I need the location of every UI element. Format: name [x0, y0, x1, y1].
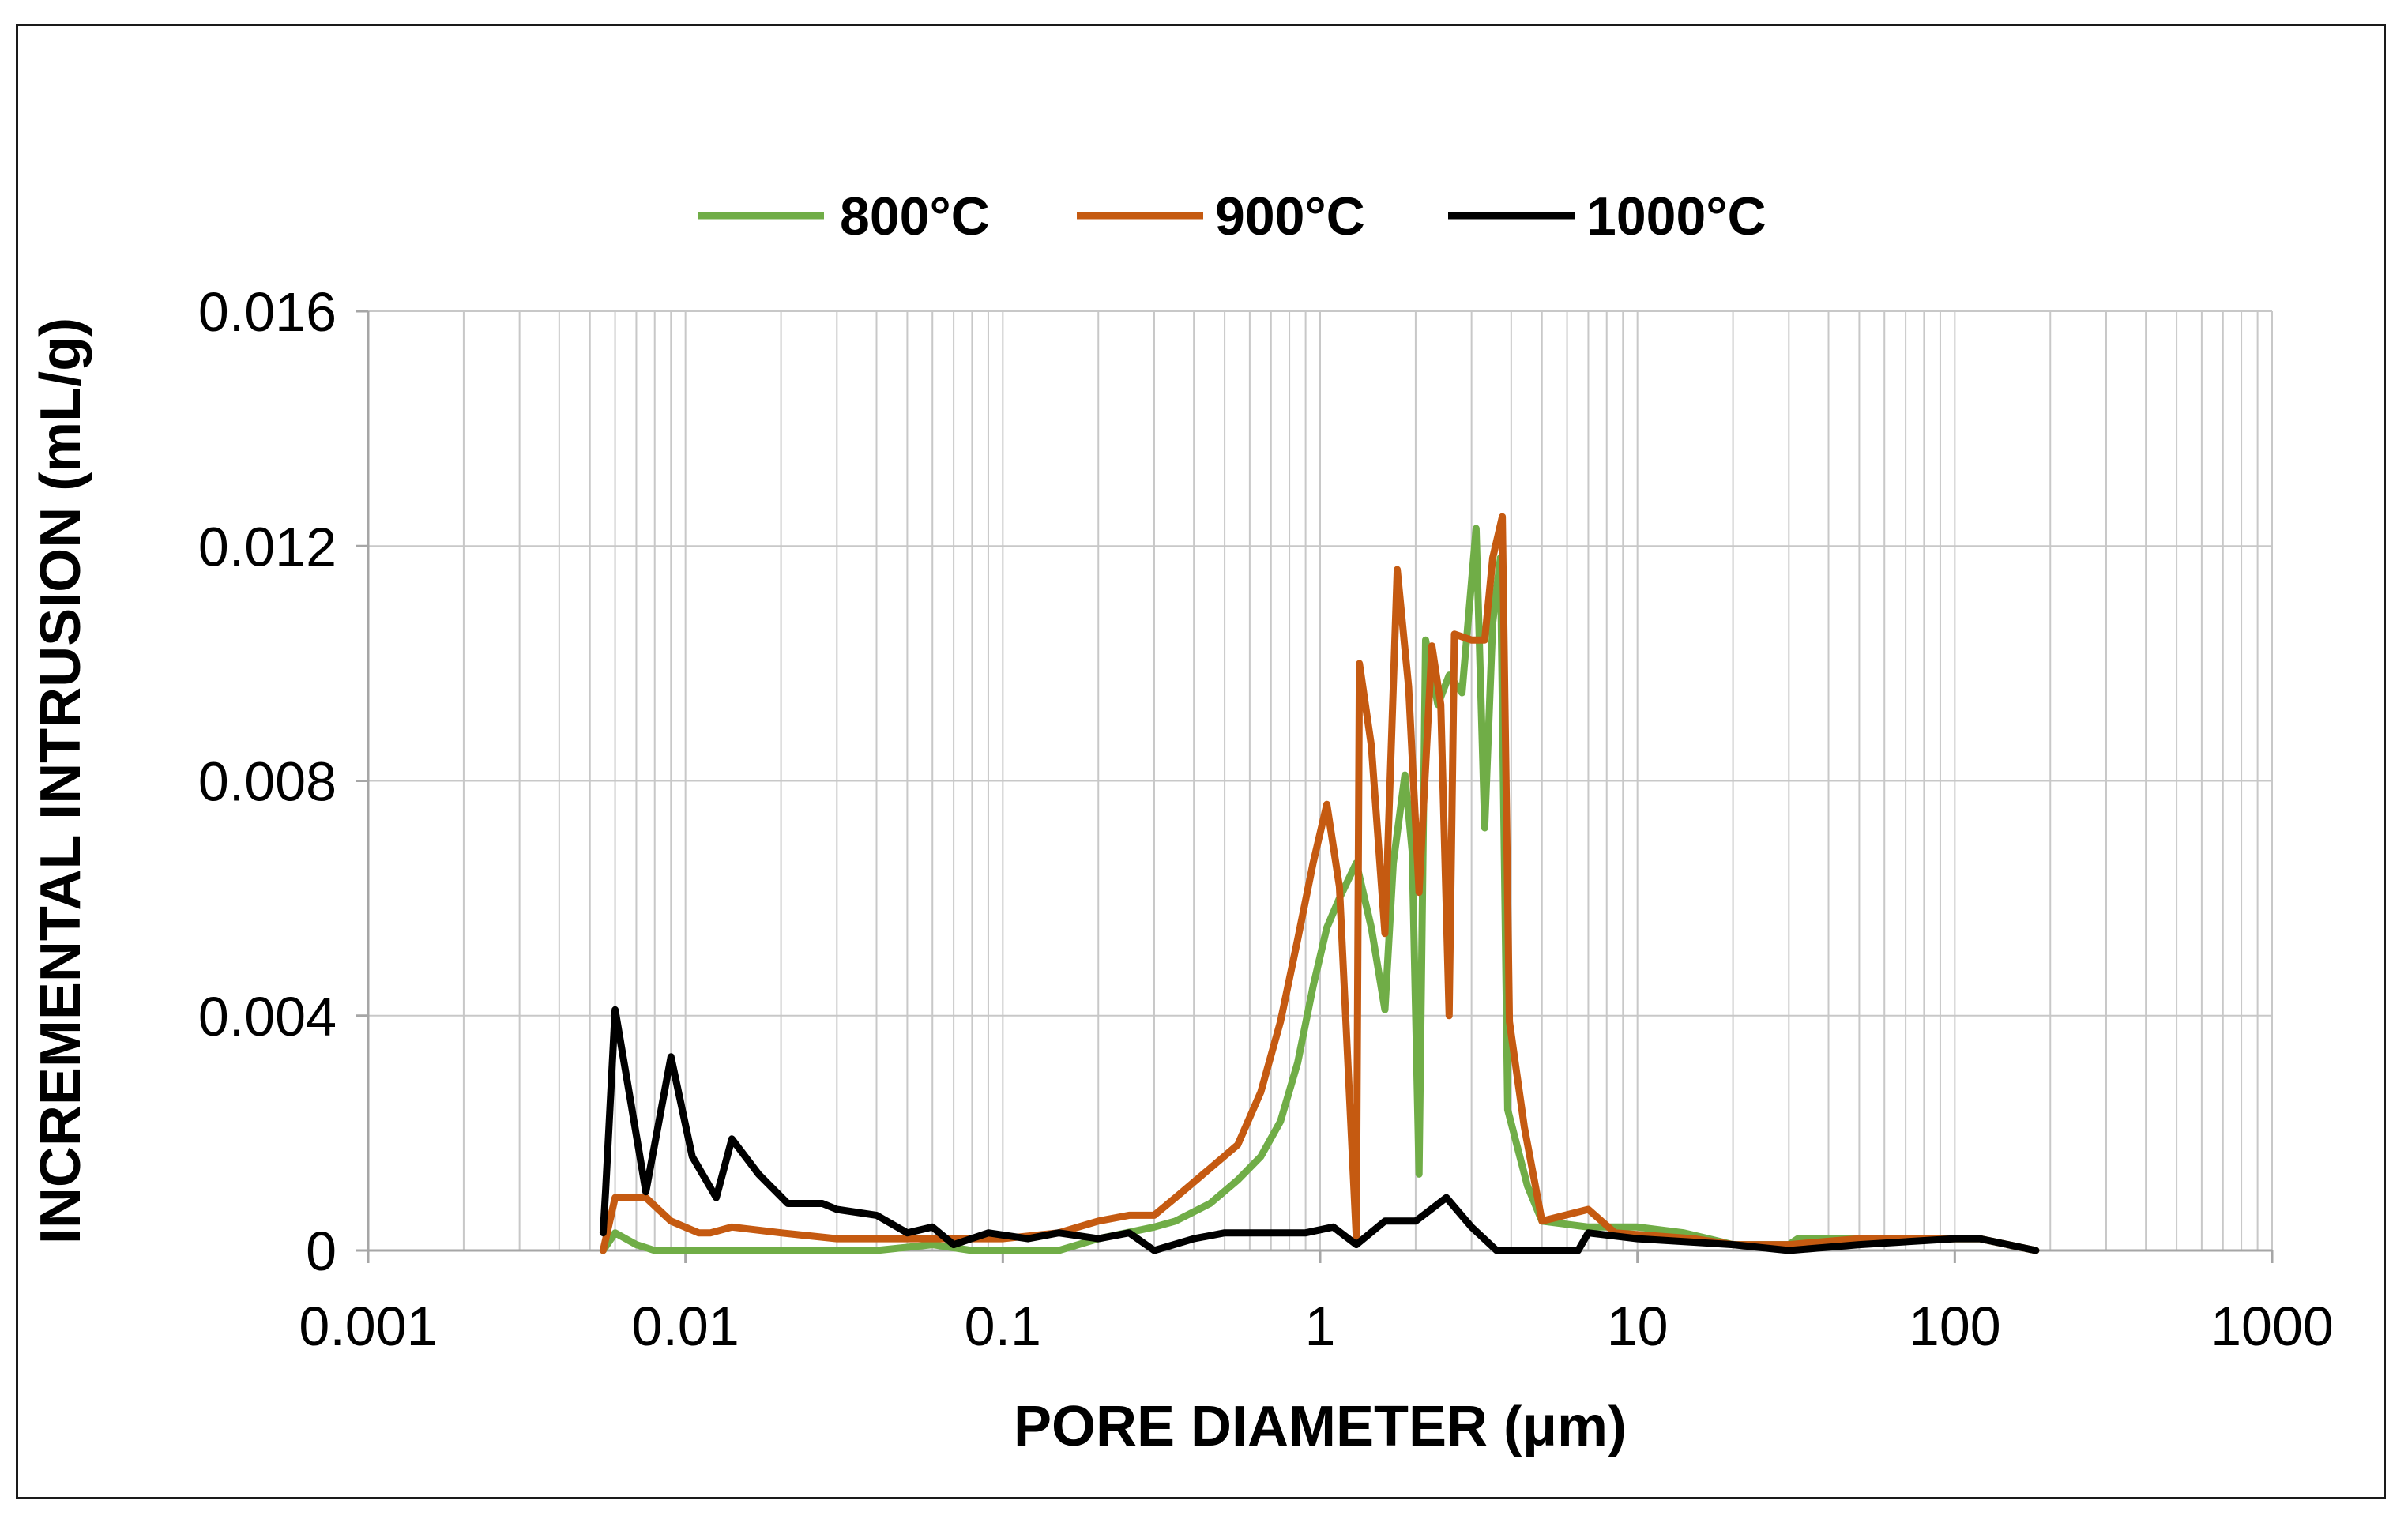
x-tick-label: 100 [1909, 1295, 2001, 1357]
x-tick-label: 1 [1305, 1295, 1336, 1357]
y-tick-label: 0.016 [198, 281, 337, 343]
y-tick-label: 0.008 [198, 751, 337, 813]
legend: 800°C 900°C 1000°C [698, 186, 1766, 246]
y-tick-label: 0 [306, 1220, 337, 1282]
series-line-1000c [599, 1006, 2040, 1254]
legend-label-900c: 900°C [1215, 186, 1365, 246]
grid-layer [367, 310, 2273, 1250]
y-axis-title: INCREMENTAL INTRUSION (mL/g) [29, 318, 92, 1244]
y-tick-label: 0.012 [198, 516, 337, 577]
x-axis-title: PORE DIAMETER (μm) [1014, 1395, 1627, 1458]
y-tick-label: 0.004 [198, 986, 337, 1047]
x-tick-label: 0.001 [299, 1295, 437, 1357]
chart-frame: 0.001 0.01 0.1 1 10 100 1000 0 0.004 0.008 0.012 0.… [16, 24, 2386, 1499]
x-tick-label: 10 [1607, 1295, 1669, 1357]
label-layer: 0.001 0.01 0.1 1 10 100 1000 0 0.004 0.008 0.012 0.… [29, 281, 2334, 1458]
series-line-800c [599, 525, 2040, 1254]
series-layer [599, 513, 2040, 1254]
axis-layer [356, 310, 2274, 1263]
legend-label-800c: 800°C [840, 186, 990, 246]
x-tick-label: 0.01 [632, 1295, 739, 1357]
x-tick-label: 0.1 [965, 1295, 1041, 1357]
x-tick-label: 1000 [2210, 1295, 2334, 1357]
legend-label-1000c: 1000°C [1586, 186, 1766, 246]
series-line-900c [599, 513, 2040, 1254]
chart-canvas: 0.001 0.01 0.1 1 10 100 1000 0 0.004 0.008 0.012 0.… [29, 186, 2334, 1458]
